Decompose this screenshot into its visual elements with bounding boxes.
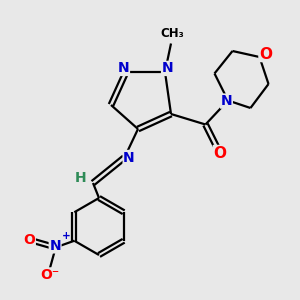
Text: O⁻: O⁻ <box>40 268 59 282</box>
Text: N: N <box>118 61 129 75</box>
Text: O: O <box>213 146 226 160</box>
Text: O: O <box>259 46 272 62</box>
Text: O: O <box>23 233 35 247</box>
Text: N: N <box>162 61 173 75</box>
Text: N: N <box>123 151 135 164</box>
Text: H: H <box>75 171 86 184</box>
Text: CH₃: CH₃ <box>160 27 184 40</box>
Text: N: N <box>49 239 61 253</box>
Text: N: N <box>221 94 232 108</box>
Text: +: + <box>62 231 71 241</box>
